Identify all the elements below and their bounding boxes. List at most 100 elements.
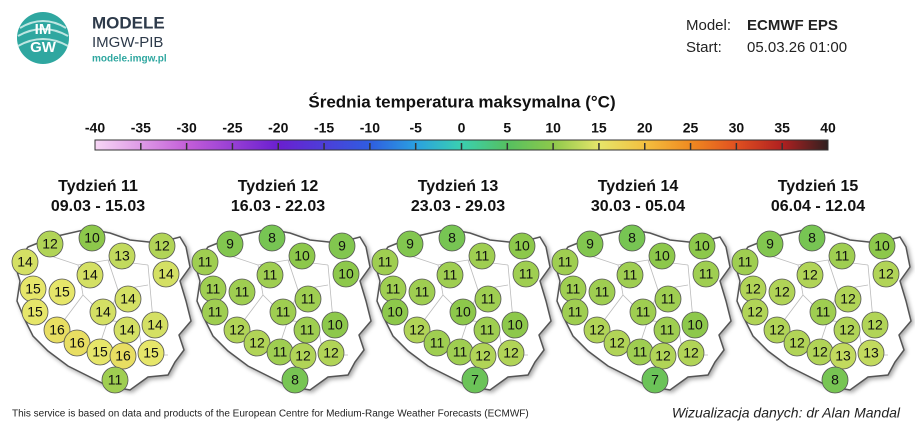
station-marker: [381, 298, 409, 326]
station-value: 11: [378, 254, 393, 270]
station-value: 11: [273, 344, 288, 360]
station-marker: [692, 260, 720, 288]
station-value: 12: [769, 322, 785, 338]
station-value: 12: [295, 348, 311, 364]
station-marker: [76, 261, 104, 289]
station-value: 11: [386, 281, 401, 297]
station-marker: [834, 285, 862, 313]
station-value: 11: [206, 281, 221, 297]
station-marker: [113, 316, 141, 344]
station-value: 11: [636, 304, 651, 320]
colorbar-tick-label: 35: [774, 120, 790, 136]
station-value: 11: [623, 267, 638, 283]
station-marker: [11, 248, 39, 276]
station-marker: [191, 248, 219, 276]
station-marker: [561, 298, 589, 326]
colorbar-tick-label: 10: [545, 120, 561, 136]
colorbar-tick-label: 0: [458, 120, 466, 136]
logo: IM GW: [17, 12, 69, 64]
station-value: 14: [158, 266, 174, 282]
station-marker: [216, 230, 244, 258]
station-marker: [641, 366, 669, 394]
colorbar-tick-label: -40: [85, 120, 105, 136]
station-value: 11: [835, 248, 850, 264]
station-marker: [508, 232, 536, 260]
url: modele.imgw.pl: [92, 54, 167, 65]
station-marker: [618, 224, 646, 252]
station-value: 12: [609, 335, 625, 351]
station-value: 14: [82, 267, 98, 283]
station-marker: [512, 260, 540, 288]
colorbar-tick-label: -5: [409, 120, 422, 136]
station-marker: [223, 316, 251, 344]
station-marker: [829, 342, 857, 370]
station-value: 10: [514, 238, 530, 254]
station-marker: [408, 278, 436, 306]
station-value: 12: [812, 344, 828, 360]
station-value: 8: [448, 230, 456, 246]
colorbar-tick-label: -10: [360, 120, 380, 136]
station-value: 12: [229, 322, 245, 338]
station-marker: [78, 224, 106, 252]
station-marker: [473, 316, 501, 344]
station-value: 9: [406, 236, 414, 252]
station-marker: [501, 311, 529, 339]
station-value: 12: [839, 322, 855, 338]
station-marker: [48, 278, 76, 306]
station-value: 12: [867, 317, 883, 333]
station-marker: [438, 224, 466, 252]
station-marker: [654, 285, 682, 313]
station-value: 11: [300, 322, 315, 338]
station-value: 12: [249, 335, 265, 351]
station-marker: [469, 342, 497, 370]
station-marker: [288, 242, 316, 270]
week-title: Tydzień 12: [238, 178, 319, 195]
station-marker: [616, 261, 644, 289]
station-marker: [137, 339, 165, 367]
week-title: Tydzień 13: [418, 178, 499, 195]
station-marker: [109, 342, 137, 370]
station-value: 15: [54, 284, 70, 300]
station-marker: [649, 342, 677, 370]
station-value: 8: [808, 230, 816, 246]
station-marker: [681, 311, 709, 339]
station-marker: [152, 260, 180, 288]
station-value: 9: [338, 238, 346, 254]
station-marker: [783, 329, 811, 357]
station-value: 10: [507, 317, 523, 333]
station-value: 14: [95, 304, 111, 320]
station-value: 8: [268, 230, 276, 246]
station-value: 11: [558, 254, 573, 270]
station-marker: [629, 298, 657, 326]
org: IMGW-PIB: [92, 34, 163, 51]
station-marker: [872, 260, 900, 288]
week-map: Tydzień 13 23.03 - 29.03 9 8 11 10 11 11 11 11 11 1…: [371, 178, 552, 394]
station-marker: [809, 298, 837, 326]
station-value: 16: [69, 335, 85, 351]
station-value: 8: [831, 372, 839, 388]
station-value: 12: [503, 345, 519, 361]
station-value: 12: [475, 348, 491, 364]
station-value: 12: [154, 238, 170, 254]
station-value: 16: [49, 322, 65, 338]
colorbar-tick-label: -30: [177, 120, 197, 136]
station-marker: [293, 316, 321, 344]
station-value: 11: [276, 304, 291, 320]
station-marker: [21, 298, 49, 326]
station-marker: [101, 366, 129, 394]
station-value: 15: [143, 345, 159, 361]
station-value: 10: [294, 248, 310, 264]
station-value: 11: [430, 335, 445, 351]
station-value: 11: [519, 266, 534, 282]
station-marker: [36, 230, 64, 258]
station-marker: [228, 278, 256, 306]
station-marker: [583, 316, 611, 344]
station-value: 13: [863, 345, 879, 361]
station-marker: [371, 248, 399, 276]
week-dates: 23.03 - 29.03: [411, 198, 505, 215]
station-marker: [108, 242, 136, 270]
station-marker: [148, 232, 176, 260]
station-marker: [89, 298, 117, 326]
station-value: 11: [453, 344, 468, 360]
station-value: 11: [566, 281, 581, 297]
